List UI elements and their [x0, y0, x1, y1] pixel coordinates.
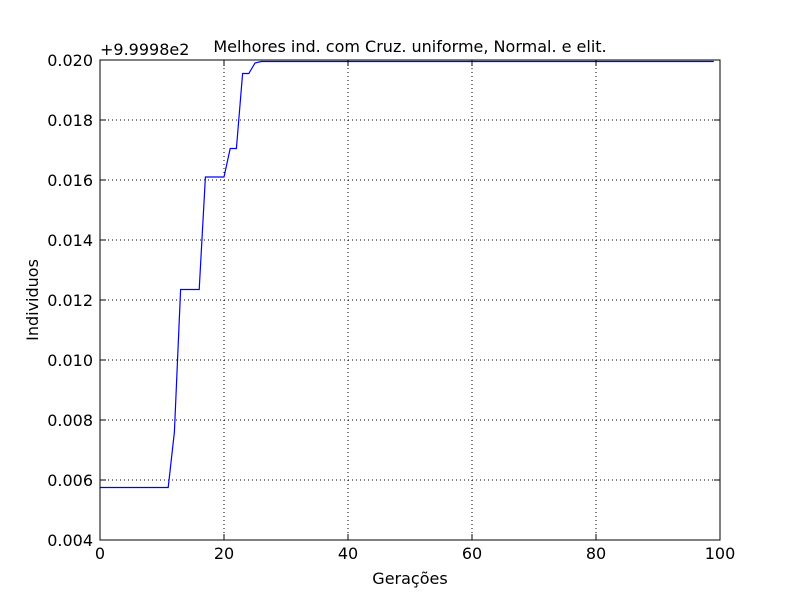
x-axis-label: Gerações: [372, 569, 447, 588]
series-line: [100, 60, 714, 489]
y-tick-label: 0.004: [47, 531, 93, 550]
y-tick-label: 0.006: [47, 471, 93, 490]
y-tick-label: 0.010: [47, 351, 93, 370]
x-tick-label: 100: [705, 544, 736, 563]
grid-layer: [100, 60, 720, 540]
x-tick-label: 0: [95, 544, 105, 563]
x-tick-label: 80: [586, 544, 606, 563]
x-tick-label: 40: [338, 544, 358, 563]
y-tick-label: 0.008: [47, 411, 93, 430]
x-tick-label: 60: [462, 544, 482, 563]
axis-offset-text: +9.9998e2: [100, 40, 189, 59]
y-tick-label: 0.014: [47, 231, 93, 250]
series-layer: [100, 60, 714, 489]
x-tick-label: 20: [214, 544, 234, 563]
y-axis-label: Individuos: [23, 259, 42, 341]
y-tick-label: 0.018: [47, 111, 93, 130]
tick-layer: 0 20 40 60 80 100 0.004 0.006 0.008 0.010 0.012 0.0…: [47, 51, 735, 563]
y-tick-label: 0.012: [47, 291, 93, 310]
y-tick-label: 0.016: [47, 171, 93, 190]
chart-title: Melhores ind. com Cruz. uniforme, Normal…: [213, 37, 606, 56]
y-tick-label: 0.020: [47, 51, 93, 70]
